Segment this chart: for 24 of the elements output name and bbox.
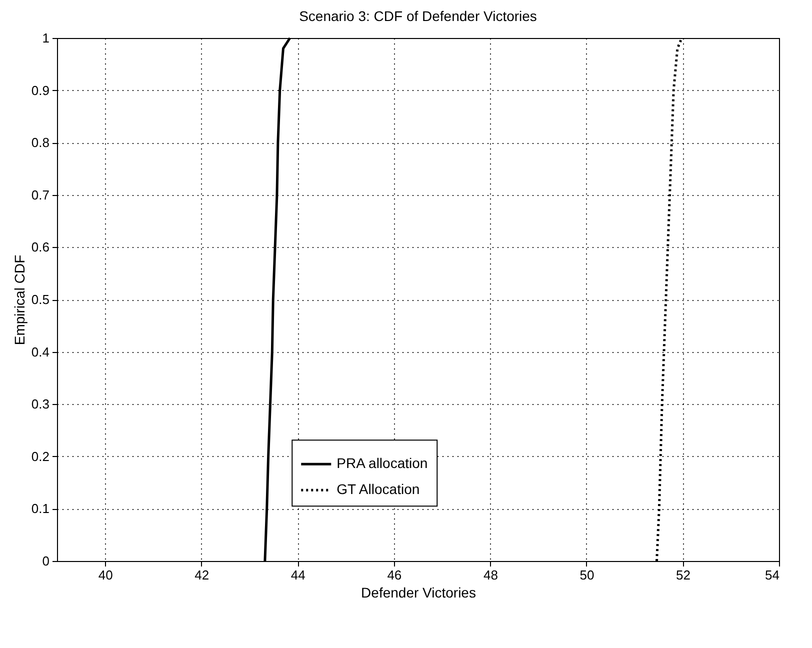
x-tick-label: 48 [483, 568, 498, 582]
x-tick-label: 46 [387, 568, 402, 582]
y-tick-label: 0.4 [31, 344, 50, 360]
y-tick-label: 0.5 [31, 292, 50, 307]
y-tick-label: 0.7 [31, 187, 50, 202]
y-tick-label: 0.2 [31, 448, 50, 464]
x-tick-label: 42 [194, 568, 210, 582]
x-tick-label: 50 [580, 568, 594, 582]
legend-label: PRA allocation [336, 455, 428, 472]
legend-label: GT Allocation [336, 481, 420, 498]
y-axis-title: Empirical CDF [11, 254, 28, 346]
x-axis-title: Defender Victories [361, 584, 476, 600]
x-tick-label: 54 [765, 568, 780, 582]
x-tick-label: 40 [98, 568, 113, 582]
chart-title: Scenario 3: CDF of Defender Victories [299, 8, 537, 24]
y-tick-label: 0.9 [31, 82, 50, 98]
y-tick-label: 0.3 [31, 396, 50, 412]
y-tick-label: 0.6 [31, 240, 50, 255]
y-tick-label: 1 [42, 30, 50, 46]
y-tick-label: 0.8 [31, 135, 50, 150]
x-tick-label: 44 [290, 568, 306, 582]
y-tick-label: 0 [42, 554, 50, 568]
y-tick-label: 0.1 [31, 501, 50, 516]
x-tick-label: 52 [676, 568, 690, 582]
